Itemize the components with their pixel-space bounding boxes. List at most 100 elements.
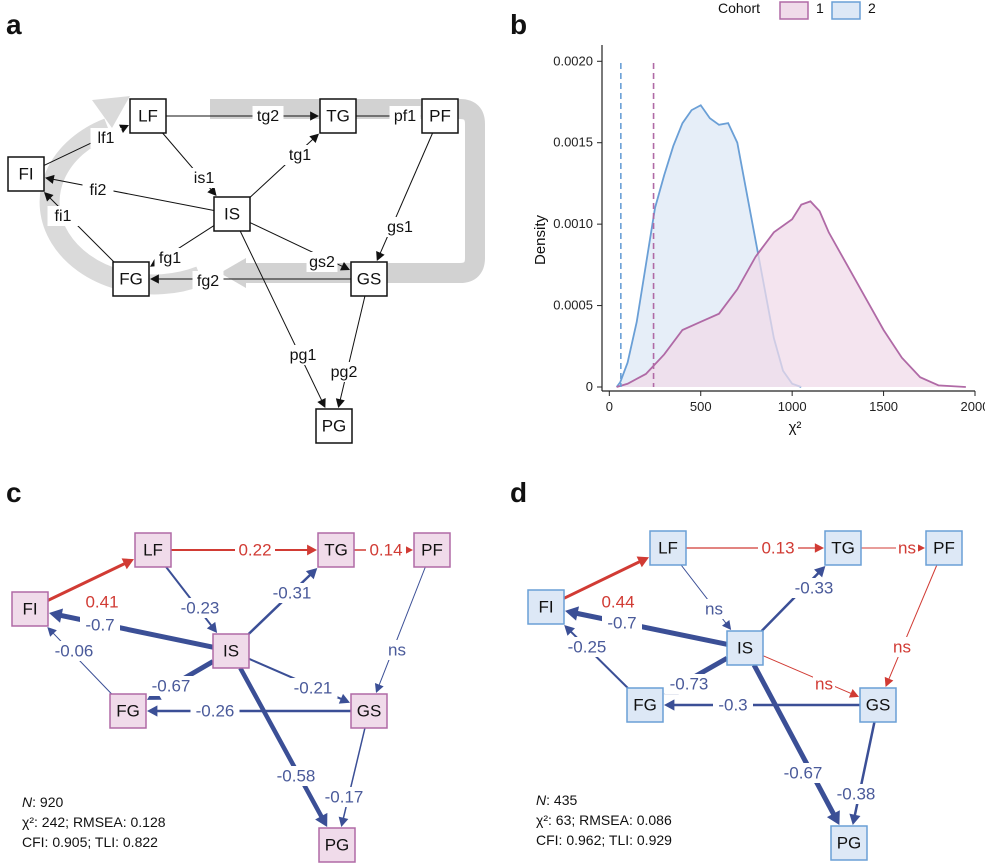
node-box (318, 827, 356, 863)
edge-label-fi1: fi1 (55, 208, 72, 225)
edge-pf-gs-arrowhead (374, 682, 384, 693)
edge-gs-pg (338, 727, 366, 827)
fit-n-symbol: N (536, 792, 547, 808)
node-box (212, 633, 250, 669)
edge-pg1-arrowhead (317, 398, 326, 408)
edge-gs1 (376, 132, 434, 261)
edge-label-tg1-bg (284, 145, 316, 165)
edge-label-lf1: lf1 (98, 130, 115, 147)
coef-label-pf-gs: ns (388, 640, 406, 659)
node-box (925, 530, 963, 566)
c-node-pg: PG (318, 827, 356, 863)
legend: Cohort 1 2 (718, 0, 876, 20)
coef-label-is-fg-bg (146, 676, 196, 696)
legend-swatch-1 (779, 1, 809, 20)
node-box (109, 693, 147, 729)
coef-label-fg-fi-bg (49, 641, 99, 661)
edge-fi-lf (47, 558, 134, 602)
edge-is1-arrowhead (207, 186, 217, 196)
y-tick-label: 0.0010 (553, 216, 593, 231)
edge-is-gs-arrowhead (848, 689, 859, 698)
c-node-fi: FI (11, 591, 49, 627)
node-label: PG (325, 835, 350, 854)
edge-fi-lf-line (563, 560, 641, 600)
coef-label-tg-pf-bg (366, 540, 406, 560)
edge-label-pg2-bg (328, 362, 360, 382)
node-box (315, 408, 353, 444)
x-axis-title: χ² (789, 419, 802, 436)
panel-letter-a: a (6, 9, 22, 40)
edge-label-gs2: gs2 (309, 254, 335, 271)
node-label: FG (633, 695, 657, 714)
edge-label-gs1: gs1 (387, 219, 413, 236)
a-node-lf: LF (129, 98, 167, 134)
node-box (213, 196, 251, 232)
node-label: IS (737, 638, 753, 657)
y-tick-label: 0 (586, 379, 593, 394)
node-label: FI (18, 164, 33, 183)
coef-label-is-pg-bg (271, 766, 321, 786)
node-label: TG (831, 538, 855, 557)
node-box (11, 591, 49, 627)
edge-lf-tg-arrowhead (814, 543, 824, 553)
edge-is-pg (751, 663, 840, 825)
edge-gs2-arrowhead (340, 262, 350, 271)
coef-label-is-pg-bg (778, 763, 828, 783)
node-box (129, 98, 167, 134)
coef-label-lf-is: -0.23 (181, 598, 220, 617)
c-node-is: IS (212, 633, 250, 669)
node-label: FG (119, 269, 143, 288)
coef-label-gs-fg-bg (713, 695, 753, 715)
coef-label-fi-lf-bg (598, 592, 638, 612)
fit-chi-value: ²: 242; RMSEA: 0.128 (29, 814, 165, 830)
panel-c-path-diagram: 0.41 0.22 0.14 -0.23 -0.31 -0.7 -0.06 -0.67 -0.2… (11, 532, 451, 863)
fit-chi-value: ²: 63; RMSEA: 0.086 (543, 812, 672, 828)
edge-gs-pg-arrowhead (338, 816, 349, 827)
coef-label-fi-lf-bg (82, 592, 122, 612)
fit-cfi-line: CFI: 0.905; TLI: 0.822 (22, 834, 158, 850)
edge-gs-fg (664, 699, 860, 711)
edge-label-fg1: fg1 (159, 250, 181, 267)
edge-gs-pg (849, 721, 876, 825)
edge-fg2 (150, 274, 351, 284)
edge-label-fg2: fg2 (197, 273, 219, 290)
a-node-tg: TG (319, 98, 357, 134)
edge-label-fi2-bg (82, 180, 114, 200)
coef-label-is-fi: -0.7 (85, 615, 114, 634)
d-node-is: IS (726, 630, 764, 666)
edge-gs-pg-arrowhead (849, 813, 861, 825)
edge-fi1-arrowhead (44, 192, 54, 202)
panel-b-density-chart: Cohort 1 2 0 0.0005 0.0010 0.0015 0.0020 0 500… (532, 0, 985, 436)
coef-label-is-fi-bg (602, 613, 642, 633)
a-node-gs: GS (350, 261, 388, 297)
node-box (859, 687, 897, 723)
edge-fg2-arrowhead (150, 274, 159, 284)
node-label: TG (326, 106, 350, 125)
coef-label-lf-tg-bg (758, 538, 798, 558)
edge-label-tg2-bg (252, 106, 284, 126)
coef-label-is-fg: -0.67 (152, 676, 191, 695)
edge-is-pg-line (238, 666, 324, 819)
node-label: FG (116, 701, 140, 720)
edge-label-fg2-bg (192, 271, 224, 291)
legend-label-1: 1 (816, 0, 824, 16)
node-label: PG (322, 416, 347, 435)
edge-tg2 (166, 111, 319, 121)
legend-title: Cohort (718, 0, 760, 16)
y-tick-label: 0.0020 (553, 53, 593, 68)
d-node-tg: TG (824, 530, 862, 566)
edge-label-lf1-bg (90, 128, 122, 148)
node-label: LF (143, 540, 163, 559)
cycle-rect-band (210, 99, 485, 283)
node-box (350, 693, 388, 729)
edge-fi-lf-line (47, 561, 126, 602)
fit-n-line: N: 920 (22, 794, 63, 810)
edge-tg-pf-arrowhead (916, 543, 925, 553)
node-label: GS (357, 269, 382, 288)
y-tick-label: 0.0015 (553, 135, 593, 150)
panel-letter-d: d (510, 477, 527, 508)
coef-label-is-fi-bg (80, 615, 120, 635)
edge-lf-is-arrowhead (721, 620, 732, 630)
